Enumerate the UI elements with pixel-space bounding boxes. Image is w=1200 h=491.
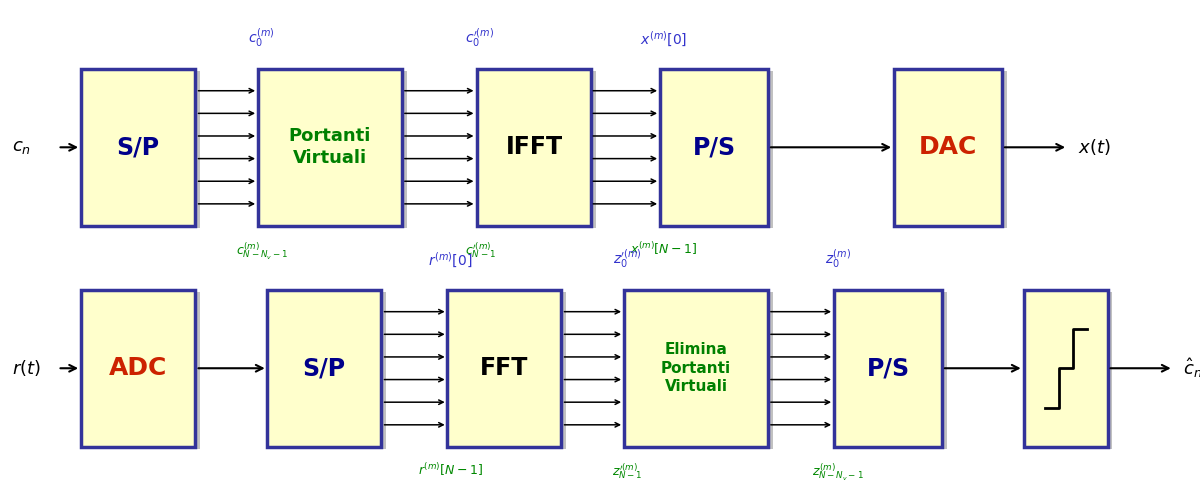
Text: Portanti
Virtuali: Portanti Virtuali [289, 127, 371, 167]
Bar [894, 69, 1002, 226]
Text: $x^{(m)}[N-1]$: $x^{(m)}[N-1]$ [630, 241, 697, 257]
Text: ADC: ADC [109, 356, 167, 380]
Text: $r(t)$: $r(t)$ [12, 358, 41, 378]
Bar [258, 69, 402, 226]
Bar [899, 71, 1007, 228]
Text: DAC: DAC [919, 136, 977, 159]
Bar [478, 69, 592, 226]
Bar [1028, 292, 1112, 449]
Bar [482, 71, 596, 228]
Text: $c_{N-1}^{\prime(m)}$: $c_{N-1}^{\prime(m)}$ [464, 241, 496, 260]
Text: S/P: S/P [116, 136, 160, 159]
Text: $z_{N-N_v-1}^{(m)}$: $z_{N-N_v-1}^{(m)}$ [811, 462, 864, 483]
Bar [1024, 290, 1108, 447]
Bar [82, 290, 194, 447]
Bar [834, 290, 942, 447]
Bar [660, 69, 768, 226]
Bar [82, 69, 194, 226]
Bar [272, 292, 386, 449]
Text: FFT: FFT [480, 356, 528, 380]
Bar [268, 290, 382, 447]
Text: $c_{N-N_v-1}^{(m)}$: $c_{N-N_v-1}^{(m)}$ [235, 241, 288, 262]
Bar [86, 292, 199, 449]
Text: $z_0^{(m)}$: $z_0^{(m)}$ [824, 247, 851, 270]
Text: $r^{(m)}[0]$: $r^{(m)}[0]$ [427, 251, 473, 270]
Text: $c_0^{\prime(m)}$: $c_0^{\prime(m)}$ [466, 27, 494, 49]
Text: $c_0^{(m)}$: $c_0^{(m)}$ [248, 27, 275, 49]
Bar [263, 71, 407, 228]
Text: S/P: S/P [302, 356, 346, 380]
Bar [839, 292, 947, 449]
Text: P/S: P/S [692, 136, 736, 159]
Bar [446, 290, 562, 447]
Text: P/S: P/S [866, 356, 910, 380]
Bar [665, 71, 773, 228]
Text: $x^{(m)}[0]$: $x^{(m)}[0]$ [640, 30, 688, 49]
Text: Elimina
Portanti
Virtuali: Elimina Portanti Virtuali [661, 342, 731, 394]
Text: $z_0^{\prime(m)}$: $z_0^{\prime(m)}$ [613, 247, 642, 270]
Bar [452, 292, 566, 449]
Bar [624, 290, 768, 447]
Text: IFFT: IFFT [505, 136, 563, 159]
Bar [629, 292, 773, 449]
Text: $c_n$: $c_n$ [12, 138, 31, 156]
Text: $\hat{c}_n$: $\hat{c}_n$ [1183, 356, 1200, 380]
Text: $z_{N-1}^{\prime(m)}$: $z_{N-1}^{\prime(m)}$ [612, 462, 643, 481]
Text: $x(t)$: $x(t)$ [1078, 137, 1110, 157]
Bar [86, 71, 199, 228]
Text: $r^{(m)}[N-1]$: $r^{(m)}[N-1]$ [418, 462, 482, 478]
